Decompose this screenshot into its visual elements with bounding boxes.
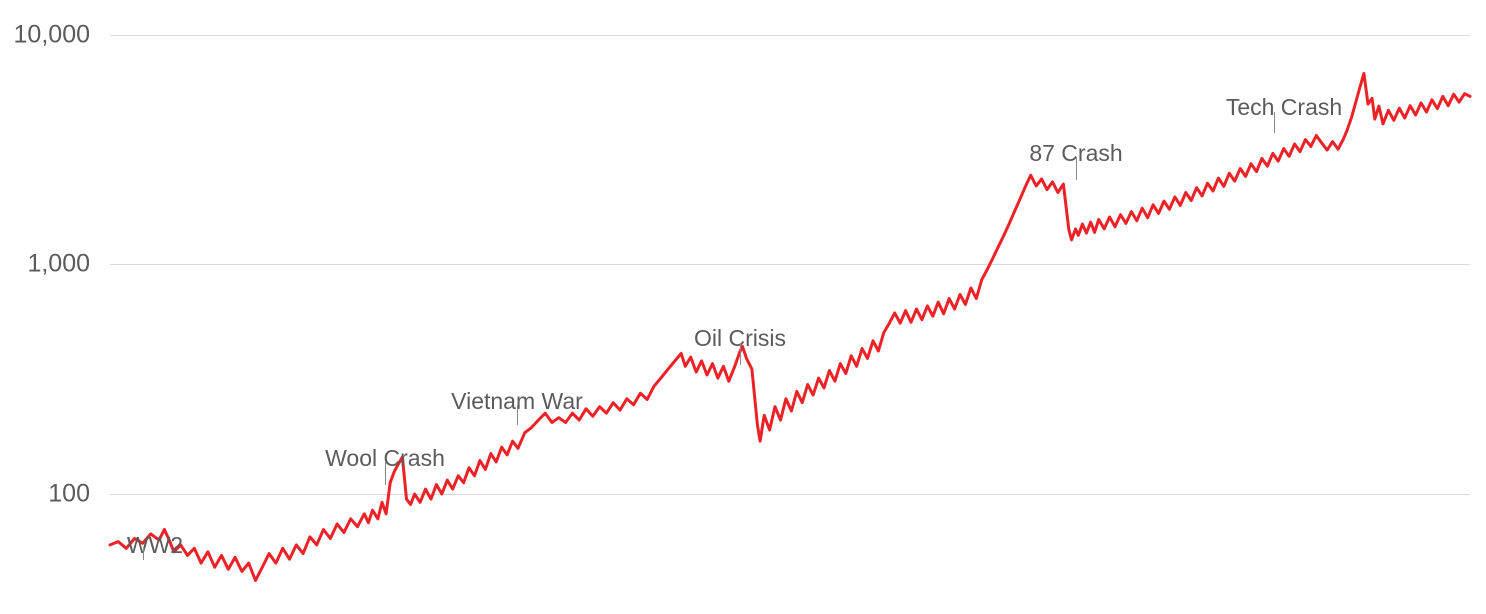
stock-index-log-chart: 1001,00010,000WW2Wool CrashVietnam WarOi… bbox=[0, 0, 1486, 614]
event-tick bbox=[517, 405, 518, 425]
event-label: WW2 bbox=[127, 532, 183, 559]
price-line bbox=[0, 0, 1486, 614]
event-label: Tech Crash bbox=[1226, 94, 1342, 121]
event-tick bbox=[1076, 158, 1077, 180]
event-tick bbox=[143, 548, 144, 560]
event-tick bbox=[1274, 112, 1275, 133]
event-tick bbox=[740, 344, 741, 365]
event-tick bbox=[385, 462, 386, 485]
